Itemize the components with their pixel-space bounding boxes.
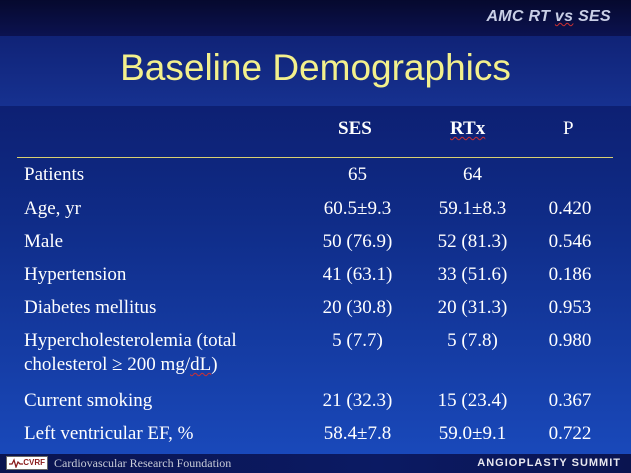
row-label: Hypertension bbox=[24, 264, 127, 285]
ses-value: 41 (63.1) bbox=[322, 264, 393, 285]
rtx-value: 5 (7.8) bbox=[447, 330, 498, 351]
ses-value: 20 (30.8) bbox=[322, 297, 393, 318]
p-value: 0.420 bbox=[548, 198, 592, 219]
p-value: 0.186 bbox=[548, 264, 592, 285]
slide-title: Baseline Demographics bbox=[120, 47, 511, 88]
row-label: Male bbox=[24, 231, 64, 252]
row-label: Age, yr bbox=[24, 198, 81, 219]
row-label: Left ventricular EF, % bbox=[24, 423, 194, 444]
rtx-value: 33 (51.6) bbox=[437, 264, 508, 285]
row-label: Patients bbox=[24, 164, 85, 185]
ses-value: 5 (7.7) bbox=[332, 330, 383, 351]
rtx-value: 15 (23.4) bbox=[437, 390, 508, 411]
p-value: 0.367 bbox=[548, 390, 592, 411]
ses-value: 65 bbox=[348, 164, 367, 185]
row-label: Diabetes mellitus bbox=[24, 297, 157, 318]
rtx-value: 59.1±8.3 bbox=[438, 198, 507, 219]
row-label: Current smoking bbox=[24, 390, 153, 411]
header-rule bbox=[17, 157, 613, 158]
p-value: 0.722 bbox=[548, 423, 592, 444]
rtx-value: 20 (31.3) bbox=[437, 297, 508, 318]
footer-event: ANGIOPLASTY SUMMIT bbox=[477, 457, 621, 469]
p-value: 0.546 bbox=[548, 231, 592, 252]
p-value: 0.953 bbox=[548, 297, 592, 318]
row-label: Hypercholesterolemia (total cholesterol ≥… bbox=[24, 330, 237, 375]
p-value: 0.980 bbox=[548, 330, 592, 351]
column-header-ses: SES bbox=[338, 118, 372, 139]
rtx-value: 64 bbox=[463, 164, 482, 185]
title-band bbox=[0, 36, 631, 106]
ses-value: 60.5±9.3 bbox=[323, 198, 392, 219]
rtx-value: 59.0±9.1 bbox=[438, 423, 507, 444]
ses-value: 50 (76.9) bbox=[322, 231, 393, 252]
ses-value: 58.4±7.8 bbox=[323, 423, 392, 444]
ses-value: 21 (32.3) bbox=[322, 390, 393, 411]
heartbeat-icon bbox=[9, 458, 23, 468]
study-title: AMC RT vs SES bbox=[486, 8, 611, 25]
footer-bar: CVRF Cardiovascular Research Foundation … bbox=[0, 454, 631, 473]
rtx-value: 52 (81.3) bbox=[437, 231, 508, 252]
column-header-rtx: RTx bbox=[450, 118, 486, 139]
column-header-p: P bbox=[563, 118, 574, 139]
cvrf-logo: CVRF bbox=[6, 456, 48, 470]
footer-organization: Cardiovascular Research Foundation bbox=[54, 456, 232, 470]
logo-text: CVRF bbox=[23, 458, 45, 467]
top-bar: AMC RT vs SES bbox=[0, 0, 631, 36]
